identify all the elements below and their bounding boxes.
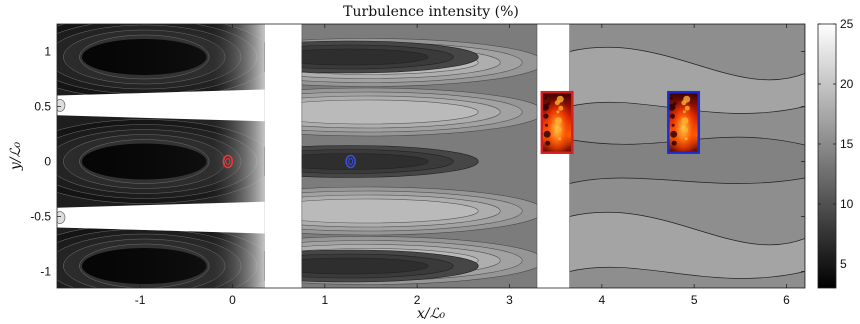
x-axis-label: x/ℒ₀	[417, 306, 446, 322]
y-tick-label-0: -1	[40, 265, 51, 279]
fov3-band-0	[569, 46, 805, 114]
blue-inset-border	[667, 90, 701, 154]
nozzle-gap-2	[57, 201, 265, 234]
red-inset-speck-4	[543, 113, 549, 119]
red-inset-speck-9	[558, 137, 562, 141]
x-tick-label-6: 5	[691, 293, 698, 307]
axes: -1 0 1 2 3 4 5 6 -1 -0.5 0 0.5 1	[30, 23, 806, 307]
red-contour-inner	[225, 158, 231, 165]
nozzle-gap-1	[57, 89, 265, 122]
blue-inset-speck-5	[681, 117, 689, 125]
x-tick-label-1: 0	[229, 293, 236, 307]
red-inset-speck-6	[545, 123, 549, 127]
blue-inset-speck-10	[671, 140, 677, 146]
y-axis-label: y/ℒ₀	[8, 141, 24, 171]
red-contour-outer	[222, 154, 234, 169]
blue-inset-speck-12	[673, 102, 677, 106]
chart-title: Turbulence intensity (%)	[343, 4, 519, 20]
red-inset-speck-3	[556, 110, 560, 114]
blue-inset-speck-7	[683, 127, 689, 133]
y-tick-label-4: 1	[44, 45, 51, 59]
x-tick-label-0: -1	[135, 293, 146, 307]
y-tick-label-3: 0.5	[34, 100, 51, 114]
field-of-view-3	[569, 24, 805, 288]
red-inset-speck-8	[543, 130, 551, 138]
blue-contour-outer	[345, 154, 356, 169]
plot-area	[57, 24, 805, 288]
x-tick-label-2: 1	[321, 293, 328, 307]
red-inset-speck-13	[558, 105, 564, 111]
colorbar-tick-label-3: 20	[840, 77, 854, 91]
fov3-center-band	[569, 136, 805, 184]
y-tick-label-2: 0	[44, 155, 51, 169]
colorbar-tick-label-4: 25	[840, 17, 854, 31]
colorbar-tick-label-1: 10	[840, 197, 854, 211]
x-tick-label-4: 3	[506, 293, 513, 307]
red-inset-speck-10	[545, 140, 551, 146]
red-inset-speck-11	[556, 95, 564, 103]
fov2-band-1-3	[301, 99, 479, 125]
blue-inset-speck-4	[669, 113, 675, 119]
axes-frame	[56, 23, 806, 289]
blue-inset-speck-13	[684, 105, 690, 111]
x-tick-label-5: 4	[598, 293, 605, 307]
field-of-view-2	[301, 24, 538, 288]
colorbar: 5 10 15 20 25	[817, 17, 854, 289]
blue-inset-speck-0	[669, 96, 673, 100]
fov2-core-0-2	[301, 153, 429, 170]
colorbar-tick-label-2: 15	[840, 137, 854, 151]
blue-inset-speck-3	[682, 110, 686, 114]
red-inset-speck-2	[541, 103, 549, 111]
y-tick-label-1: -0.5	[30, 210, 51, 224]
red-inset-speck-5	[554, 117, 562, 125]
fov2-band-2-3	[301, 198, 479, 224]
red-inset-speck-12	[546, 102, 550, 106]
fov2-core-2-2	[301, 257, 429, 275]
fov2-core-1-2	[301, 48, 429, 66]
wall-marker-1	[57, 99, 66, 112]
wall-marker-2	[57, 211, 66, 224]
blue-inset-speck-2	[668, 103, 676, 111]
fov3-band-1	[569, 211, 805, 279]
red-inset-speck-7	[556, 127, 562, 133]
field-of-view-1	[57, 24, 265, 288]
blue-inset-speck-11	[683, 95, 691, 103]
red-inset-border	[540, 90, 574, 154]
fov1-downstream-fade	[57, 24, 265, 288]
blue-contour-inner	[348, 158, 354, 165]
plot-marks	[222, 90, 701, 169]
red-inset-speck-0	[543, 96, 547, 100]
blue-inset-speck-6	[671, 123, 675, 127]
colorbar-tick-label-0: 5	[840, 257, 847, 271]
blue-inset-speck-9	[684, 137, 688, 141]
x-tick-label-3: 2	[414, 293, 421, 307]
colorbar-gradient	[817, 23, 837, 289]
blue-inset-speck-8	[670, 130, 678, 138]
x-tick-label-7: 6	[783, 293, 790, 307]
